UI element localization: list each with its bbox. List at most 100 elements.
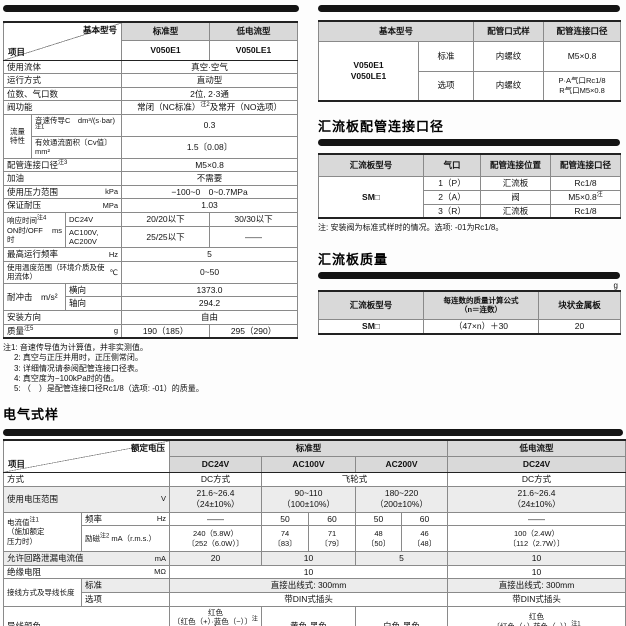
table-cell: DC24V [447, 455, 626, 473]
table-cell: 71 〔79〕 [308, 525, 356, 553]
table-cell: 励磁注2 mA（r.m.s.） [81, 525, 170, 553]
table-cell: 流量 特性 [3, 114, 32, 159]
table-cell: 使用流体 [2, 59, 123, 75]
table-cell: AC100V [261, 455, 356, 473]
diagonal-header-cell: 基本型号 项目 [2, 21, 123, 61]
table-cell: 2（A） [423, 189, 481, 205]
table-cell: 配管连接口径 [543, 20, 622, 42]
table-cell: M5×0.8 [543, 40, 622, 72]
spec-notes: 注1: 音速传导值为计算值，并非实测值。 2: 真空与正压并用时，正压侧常闭。 … [3, 343, 299, 394]
table-cell: 响应时间注4 ON时/OFF时 ms [3, 211, 66, 249]
table-cell: —— [447, 511, 626, 527]
section-bar [3, 5, 299, 12]
electrical-spec-table: 额定电压 项目 标准型 低电流型 DC24V AC100V AC200V DC24V 方式 DC方… [3, 439, 626, 626]
table-cell: 真空·空气 [121, 59, 299, 75]
note-line: 5: （ ）是配管连接口径Rc1/8（选项: -01）的质量。 [14, 384, 204, 394]
table-cell: 使用温度范围（环境介质及使用流体） ℃ [2, 261, 123, 284]
left-column: 基本型号 项目 标准型 低电流型 V050E1 V050LE1 使用流体 真空·空气 运行方式直… [2, 0, 299, 423]
table-cell: （47×n）＋30 [423, 318, 539, 335]
table-cell: 保证耐压 MPa [2, 198, 123, 213]
table-cell: 音速传导C dm³/(s·bar)注1 [30, 114, 123, 137]
table-cell: 加油 [2, 171, 123, 186]
table-cell: 20/20以下 [121, 212, 211, 227]
table-cell: 白色·黑色 [354, 605, 449, 626]
table-cell: M5×0.8注 [550, 189, 621, 205]
table-cell: 0~50 [121, 261, 299, 284]
section-bar [318, 139, 620, 146]
table-cell: 黄色·黑色 [261, 605, 356, 626]
table: 基本型号 项目 标准型 低电流型 V050E1 V050LE1 使用流体 真空·空气 运行方式直… [2, 21, 299, 340]
table-cell: 240（5.8W） 〔252（6.0W）〕 [169, 525, 262, 553]
table-cell: 汇流板型号 [318, 153, 424, 177]
table-cell: 50 [355, 511, 402, 527]
section-bar [3, 429, 623, 437]
table-cell: 自由 [121, 310, 299, 325]
table-cell: 配管连接位置 [480, 153, 551, 177]
table-cell: 飞轮式 [260, 471, 449, 487]
note-line: 2: 真空与正压并用时，正压侧常闭。 [14, 353, 143, 363]
table: 汇流板型号 气口 配管连接位置 配管连接口径 SM□ 1（P） 汇流板 Rc1/8 2（A）阀 M… [318, 153, 621, 220]
table-cell: V050LE1 [209, 39, 299, 61]
section-heading-manifold-port: 汇流板配管连接口径 [318, 119, 445, 134]
table-cell: 180~220 （200±10%） [354, 485, 449, 513]
table-cell: 21.6~26.4 （24±10%） [169, 485, 262, 513]
table: 基本型号 配管口式样 配管连接口径 V050E1 V050LE1 标准 内螺纹 M5×0.8 选… [317, 20, 622, 102]
table-cell: 块状金属板 [538, 290, 621, 320]
table-cell: 内螺纹 [473, 70, 545, 102]
note-line: 4: 真空度为−100kPa时的值。 [14, 373, 119, 383]
table-cell: 运行方式 [2, 73, 123, 88]
table-cell: DC方式 [169, 471, 262, 487]
table-cell: 10 [168, 564, 449, 580]
basic-spec-table: 基本型号 项目 标准型 低电流型 V050E1 V050LE1 使用流体 真空·空气 运行方式直… [2, 21, 299, 340]
table-cell: 60 [308, 511, 356, 527]
table-cell: 汇流板型号 [318, 290, 424, 320]
table-cell: 配管连接口径注3 [2, 157, 123, 173]
table-cell: 10 [447, 564, 626, 580]
table-cell: −100~0 0~0.7MPa [121, 184, 299, 200]
two-column-area: 基本型号 项目 标准型 低电流型 V050E1 V050LE1 使用流体 真空·空气 运行方式直… [2, 0, 623, 423]
section-heading-electrical: 电气式样 [3, 407, 60, 423]
table-cell: 低电流型 [209, 21, 299, 41]
table-cell: 100（2.4W） 〔112（2.7W）〕 [447, 525, 626, 553]
table-cell: AC200V [354, 455, 449, 473]
table-cell: 标准 [81, 578, 170, 594]
table-cell: 带DIN式插头 [447, 592, 626, 607]
table-cell: 1（P） [423, 175, 481, 191]
table-cell: SM□ [318, 318, 424, 335]
manifold-table-note: 注: 安装阀为标准式样时的情况。选项: -01为Rc1/8。 [318, 223, 504, 233]
section-heading-manifold-mass: 汇流板质量 [318, 252, 389, 268]
table-cell: 质量注5 g [2, 323, 123, 339]
table-cell: 20 [169, 551, 262, 566]
piping-port-table: 基本型号 配管口式样 配管连接口径 V050E1 V050LE1 标准 内螺纹 M5×0.8 选… [317, 20, 622, 102]
table-cell: 汇流板 [480, 175, 551, 191]
table-cell: —— [209, 225, 299, 249]
manifold-mass-table: 汇流板型号 每连数的质量计算公式 （n＝连数） 块状金属板 SM□ （47×n）＋30 20 [318, 290, 621, 336]
table-cell: 轴向 [64, 296, 123, 311]
section-bar [318, 272, 620, 280]
table-cell: 50 [261, 511, 309, 527]
table-cell: 标准型 [168, 439, 449, 457]
table-cell: 48 〔50〕 [355, 525, 402, 553]
table-cell: 位数、气口数 [2, 86, 123, 102]
table-cell: V050E1 V050LE1 [318, 40, 419, 102]
table-cell: 46 〔48〕 [400, 525, 449, 553]
table: 额定电压 项目 标准型 低电流型 DC24V AC100V AC200V DC24V 方式 DC方… [3, 439, 626, 626]
manifold-piping-table: 汇流板型号 气口 配管连接位置 配管连接口径 SM□ 1（P） 汇流板 Rc1/8 2（A）阀 M… [318, 153, 621, 220]
right-column: 基本型号 配管口式样 配管连接口径 V050E1 V050LE1 标准 内螺纹 M5×0.8 选… [317, 0, 622, 336]
table-cell: 60 [400, 511, 449, 527]
table-cell: 5 [121, 247, 299, 262]
table-cell: 配管连接口径 [550, 153, 621, 177]
note-line: 3: 详细情况请参阅配管连接口径表。 [14, 363, 143, 373]
table-cell: 允许回路泄漏电流值 mA [3, 551, 170, 566]
table-cell: 标准型 [121, 21, 211, 41]
table-cell: 横向 [64, 282, 123, 298]
table-cell: DC方式 [447, 471, 626, 487]
table-cell: 带DIN式插头 [168, 592, 449, 607]
table-cell: 气口 [423, 153, 481, 177]
table-cell: 295（290） [209, 323, 299, 339]
table-cell: 电流值注1 （施加额定 压力时） [3, 511, 82, 553]
table-cell: 频率 Hz [81, 511, 170, 527]
table-cell: 阀功能 [2, 100, 123, 115]
table-cell: V050E1 [121, 39, 211, 61]
table-cell: 标准 [417, 40, 475, 72]
